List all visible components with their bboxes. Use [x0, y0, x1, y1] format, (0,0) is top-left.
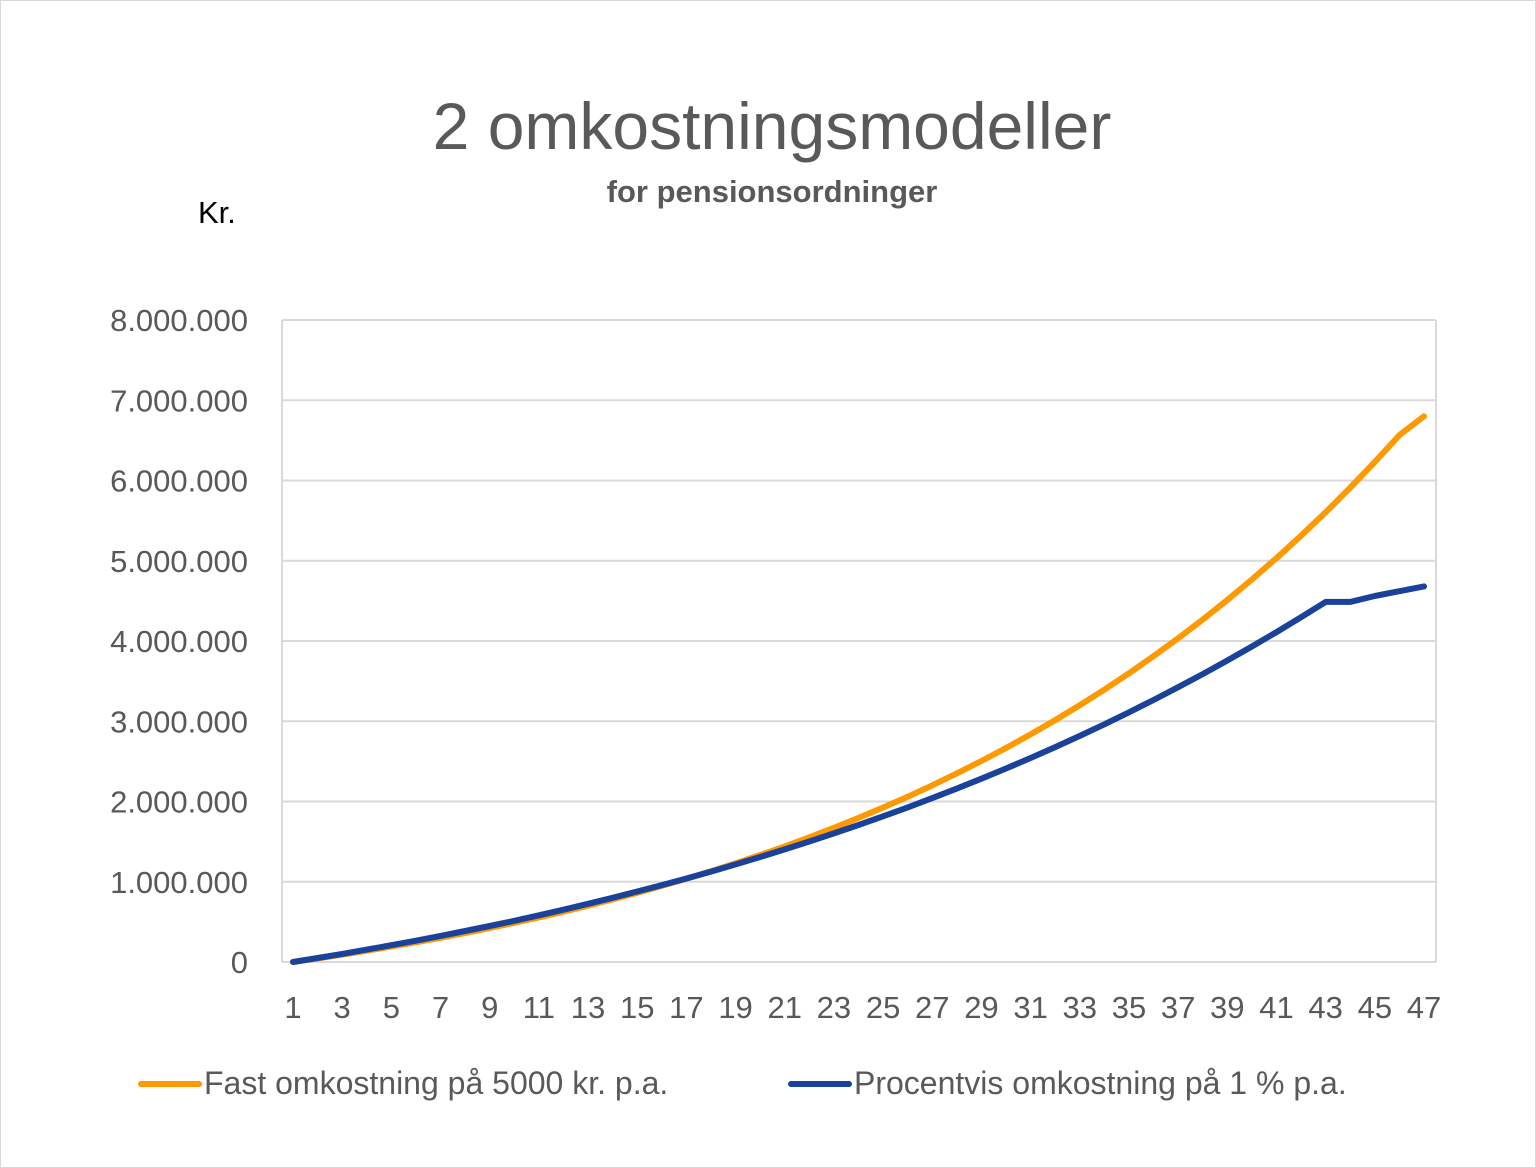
- legend: Fast omkostning på 5000 kr. p.a. Procent…: [0, 1065, 1536, 1109]
- gridlines: [281, 319, 1437, 963]
- x-tick-label: 21: [767, 990, 801, 1025]
- x-tick-label: 27: [915, 990, 949, 1025]
- y-tick-label: 2.000.000: [110, 785, 248, 820]
- x-tick-label: 15: [620, 990, 654, 1025]
- y-tick-label: 0: [231, 945, 248, 980]
- y-tick-label: 3.000.000: [110, 704, 248, 739]
- legend-swatch-blue: [788, 1080, 852, 1087]
- x-tick-label: 23: [817, 990, 851, 1025]
- x-tick-label: 39: [1210, 990, 1244, 1025]
- x-tick-label: 13: [571, 990, 605, 1025]
- x-axis-ticks: 1 3 5 7 9 11 13 15 17 19 21 23 25 27 29 31 33 35 37 39 41 43 4…: [284, 990, 1441, 1025]
- x-tick-label: 31: [1013, 990, 1047, 1025]
- x-tick-label: 35: [1112, 990, 1146, 1025]
- y-tick-label: 7.000.000: [110, 383, 248, 418]
- data-lines: [290, 413, 1427, 965]
- x-tick-label: 41: [1259, 990, 1293, 1025]
- y-tick-label: 5.000.000: [110, 544, 248, 579]
- x-tick-label: 25: [866, 990, 900, 1025]
- x-tick-label: 7: [432, 990, 449, 1025]
- x-tick-label: 37: [1161, 990, 1195, 1025]
- legend-item-fast[interactable]: Fast omkostning på 5000 kr. p.a.: [138, 1065, 668, 1102]
- x-tick-label: 3: [334, 990, 351, 1025]
- x-tick-label: 29: [964, 990, 998, 1025]
- x-tick-label: 45: [1358, 990, 1392, 1025]
- x-tick-label: 33: [1063, 990, 1097, 1025]
- chart-title: 2 omkostningsmodeller: [432, 89, 1112, 163]
- legend-label: Fast omkostning på 5000 kr. p.a.: [204, 1065, 669, 1101]
- x-tick-label: 1: [284, 990, 301, 1025]
- x-tick-label: 43: [1308, 990, 1342, 1025]
- y-axis-unit-label: Kr.: [198, 195, 236, 230]
- series-line: [290, 583, 1427, 965]
- y-tick-label: 1.000.000: [110, 865, 248, 900]
- legend-label: Procentvis omkostning på 1 % p.a.: [854, 1065, 1347, 1101]
- y-tick-label: 6.000.000: [110, 464, 248, 499]
- x-tick-label: 11: [523, 990, 555, 1025]
- x-tick-label: 5: [383, 990, 400, 1025]
- x-tick-label: 9: [481, 990, 498, 1025]
- legend-item-procentvis[interactable]: Procentvis omkostning på 1 % p.a.: [788, 1065, 1347, 1102]
- y-axis-ticks: 0 1.000.000 2.000.000 3.000.000 4.000.000 5.0…: [110, 303, 248, 980]
- x-tick-label: 17: [669, 990, 703, 1025]
- legend-swatch-orange: [138, 1080, 202, 1087]
- y-tick-label: 8.000.000: [110, 303, 248, 338]
- series-line: [290, 413, 1427, 965]
- y-tick-label: 4.000.000: [110, 624, 248, 659]
- x-tick-label: 47: [1407, 990, 1441, 1025]
- x-tick-label: 19: [718, 990, 752, 1025]
- chart-subtitle: for pensionsordninger: [606, 174, 938, 209]
